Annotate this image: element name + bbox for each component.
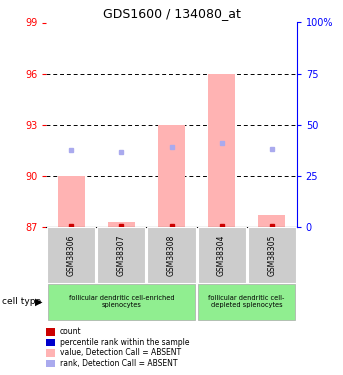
Bar [258,215,285,227]
Text: percentile rank within the sample: percentile rank within the sample [60,338,190,347]
Bar [198,284,295,320]
Text: count: count [60,327,82,336]
Text: GSM38305: GSM38305 [267,234,276,276]
Text: cell type: cell type [2,297,41,306]
Text: value, Detection Call = ABSENT: value, Detection Call = ABSENT [60,348,181,357]
Bar [248,227,296,283]
Text: ▶: ▶ [35,297,43,306]
Text: GSM38306: GSM38306 [67,234,76,276]
Bar [158,124,185,227]
Text: GSM38308: GSM38308 [167,234,176,276]
Bar [97,227,145,283]
Text: GSM38304: GSM38304 [217,234,226,276]
Text: GSM38307: GSM38307 [117,234,126,276]
Text: rank, Detection Call = ABSENT: rank, Detection Call = ABSENT [60,359,178,368]
Bar [147,227,196,283]
Bar [47,227,95,283]
Bar [108,222,135,227]
Text: follicular dendritic cell-enriched
splenocytes: follicular dendritic cell-enriched splen… [69,296,174,308]
Bar [58,176,85,227]
Bar [208,74,235,227]
Bar [198,227,246,283]
Text: follicular dendritic cell-
depleted splenocytes: follicular dendritic cell- depleted sple… [209,296,285,308]
Bar [48,284,195,320]
Title: GDS1600 / 134080_at: GDS1600 / 134080_at [103,7,240,20]
